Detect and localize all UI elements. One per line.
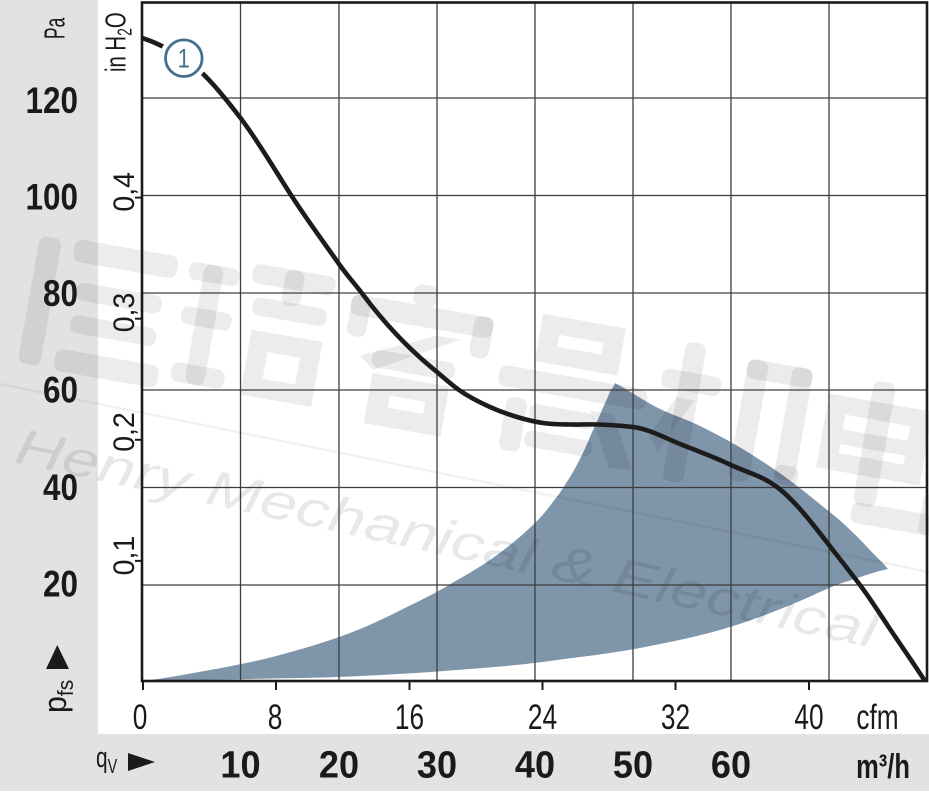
svg-text:0,3: 0,3 [108, 293, 141, 333]
svg-text:60: 60 [43, 370, 78, 411]
svg-text:1: 1 [178, 44, 190, 74]
svg-text:cfm: cfm [856, 697, 898, 737]
svg-text:0: 0 [133, 697, 148, 737]
svg-text:8: 8 [268, 697, 283, 737]
svg-text:100: 100 [26, 177, 78, 218]
svg-text:16: 16 [395, 697, 424, 737]
svg-text:0,2: 0,2 [108, 412, 141, 452]
svg-text:Pa: Pa [39, 17, 72, 39]
svg-text:20: 20 [43, 564, 78, 605]
svg-text:40: 40 [515, 743, 555, 786]
svg-text:50: 50 [613, 743, 653, 786]
svg-text:10: 10 [220, 743, 260, 786]
svg-text:0,1: 0,1 [108, 536, 141, 576]
svg-text:40: 40 [43, 467, 78, 508]
svg-text:24: 24 [528, 697, 557, 737]
svg-text:32: 32 [661, 697, 690, 737]
svg-text:30: 30 [417, 743, 457, 786]
svg-text:20: 20 [319, 743, 359, 786]
svg-text:0,4: 0,4 [108, 172, 141, 212]
svg-text:60: 60 [711, 743, 751, 786]
svg-text:in H2O: in H2O [100, 12, 136, 72]
svg-text:80: 80 [43, 273, 78, 314]
svg-text:m³/h: m³/h [856, 749, 910, 786]
svg-text:120: 120 [26, 80, 78, 121]
svg-text:40: 40 [794, 697, 823, 737]
